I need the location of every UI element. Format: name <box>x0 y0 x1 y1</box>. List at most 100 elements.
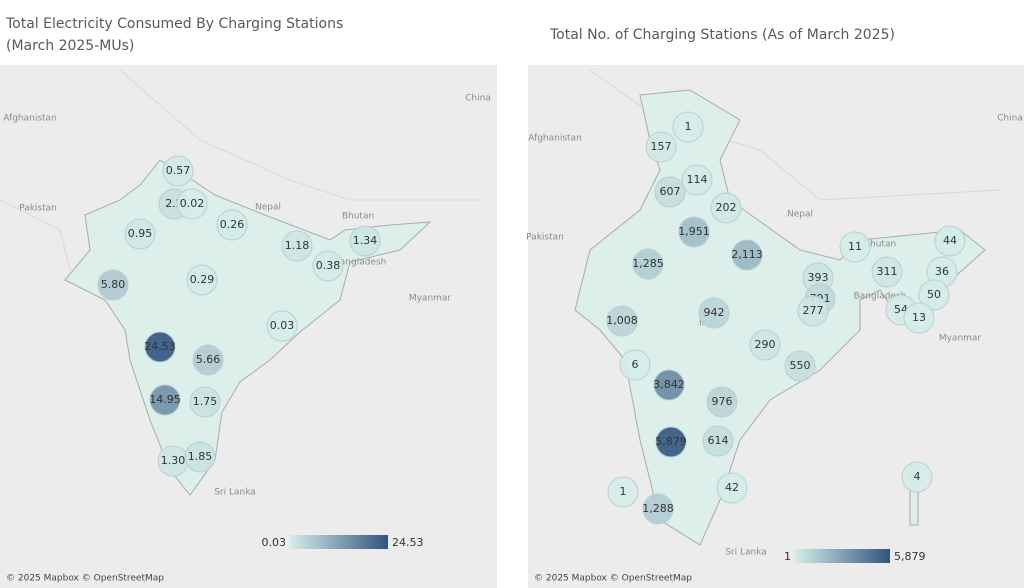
region <box>632 248 664 280</box>
region <box>839 231 871 263</box>
region-value-label: 942 <box>704 306 725 319</box>
region-value-label: 1,951 <box>678 225 710 238</box>
region-value-label: 1,285 <box>632 257 664 270</box>
region <box>654 176 686 208</box>
region <box>716 472 748 504</box>
legend-min: 1 <box>784 550 791 563</box>
region <box>144 331 176 363</box>
region-value-label: 607 <box>660 185 681 198</box>
region <box>698 297 730 329</box>
region-value-label: 1.85 <box>188 450 213 463</box>
region-value-label: 114 <box>687 173 708 186</box>
region <box>678 216 710 248</box>
country-label: China <box>465 94 491 104</box>
region-value-label: 277 <box>803 304 824 317</box>
map-title: Total Electricity Consumed By Charging S… <box>5 16 343 32</box>
region <box>710 192 742 224</box>
region-value-label: 50 <box>927 288 941 301</box>
region-value-label: 11 <box>848 240 862 253</box>
region <box>903 302 935 334</box>
region-value-label: 0.26 <box>220 218 245 231</box>
region <box>176 188 208 220</box>
region-value-label: 0.38 <box>316 259 341 272</box>
country-label: Nepal <box>255 203 281 213</box>
country-label: Bangladesh <box>854 292 907 302</box>
border-line <box>119 69 480 201</box>
map-attribution: © 2025 Mapbox © OpenStreetMap <box>534 574 692 584</box>
region-value-label: 24.53 <box>144 340 176 353</box>
region <box>702 425 734 457</box>
country-label: China <box>997 114 1023 124</box>
region <box>901 461 933 493</box>
legend-min: 0.03 <box>262 536 287 549</box>
country-label: Pakistan <box>526 233 564 243</box>
legend-bar <box>290 535 388 549</box>
country-label: Afghanistan <box>528 134 582 144</box>
region-value-label: 1.75 <box>193 395 218 408</box>
region-value-label: 44 <box>943 234 957 247</box>
border-line <box>589 69 1001 201</box>
region-value-label: 13 <box>912 311 926 324</box>
country-label: Pakistan <box>19 204 57 214</box>
region-value-label: 393 <box>808 271 829 284</box>
legend-max: 24.53 <box>392 536 424 549</box>
region <box>731 239 763 271</box>
region-value-label: 1,288 <box>642 502 674 515</box>
country-label: Myanmar <box>409 294 452 304</box>
region <box>871 256 903 288</box>
region-value-label: 0.03 <box>270 319 295 332</box>
region <box>672 111 704 143</box>
region <box>281 230 313 262</box>
region <box>349 225 381 257</box>
country-label: Afghanistan <box>3 114 57 124</box>
region <box>784 350 816 382</box>
region-value-label: 1 <box>620 485 627 498</box>
region-value-label: 614 <box>708 434 729 447</box>
region-value-label: 1 <box>685 120 692 133</box>
region-value-label: 36 <box>935 265 949 278</box>
country-label: Bangladesh <box>334 258 387 268</box>
region <box>655 426 687 458</box>
region-value-label: 1.30 <box>161 454 186 467</box>
map-attribution: © 2025 Mapbox © OpenStreetMap <box>6 574 164 584</box>
region <box>642 493 674 525</box>
region <box>312 250 344 282</box>
region <box>189 386 221 418</box>
region <box>706 386 738 418</box>
region-value-label: 2,113 <box>731 248 763 261</box>
legend-max: 5,879 <box>894 550 926 563</box>
region-value-label: 5.66 <box>196 353 221 366</box>
region-value-label: 202 <box>716 201 737 214</box>
country-label: Nepal <box>787 210 813 220</box>
region-value-label: 1.18 <box>285 239 310 252</box>
region <box>184 441 216 473</box>
border-line <box>0 199 71 271</box>
region-value-label: 311 <box>877 265 898 278</box>
region <box>653 369 685 401</box>
region <box>186 264 218 296</box>
country-label: Sri Lanka <box>214 488 256 498</box>
region-value-label: 4 <box>914 470 921 483</box>
region <box>645 131 677 163</box>
country-label: Bhutan <box>864 240 896 250</box>
region <box>934 225 966 257</box>
region-value-label: 0.57 <box>166 164 191 177</box>
region <box>97 269 129 301</box>
region <box>162 155 194 187</box>
region-value-label: 3,842 <box>653 378 685 391</box>
map-title: (March 2025-MUs) <box>6 38 134 54</box>
region <box>681 164 713 196</box>
region <box>124 218 156 250</box>
region-value-label: 0.29 <box>190 273 215 286</box>
region-value-label: 5,879 <box>655 435 687 448</box>
region-value-label: 1.34 <box>353 234 378 247</box>
region-value-label: 0.95 <box>128 227 153 240</box>
region <box>749 329 781 361</box>
region <box>606 305 638 337</box>
region <box>918 279 950 311</box>
region <box>216 209 248 241</box>
region-value-label: 6 <box>632 358 639 371</box>
region-value-label: 290 <box>755 338 776 351</box>
region-value-label: 5.80 <box>101 278 126 291</box>
